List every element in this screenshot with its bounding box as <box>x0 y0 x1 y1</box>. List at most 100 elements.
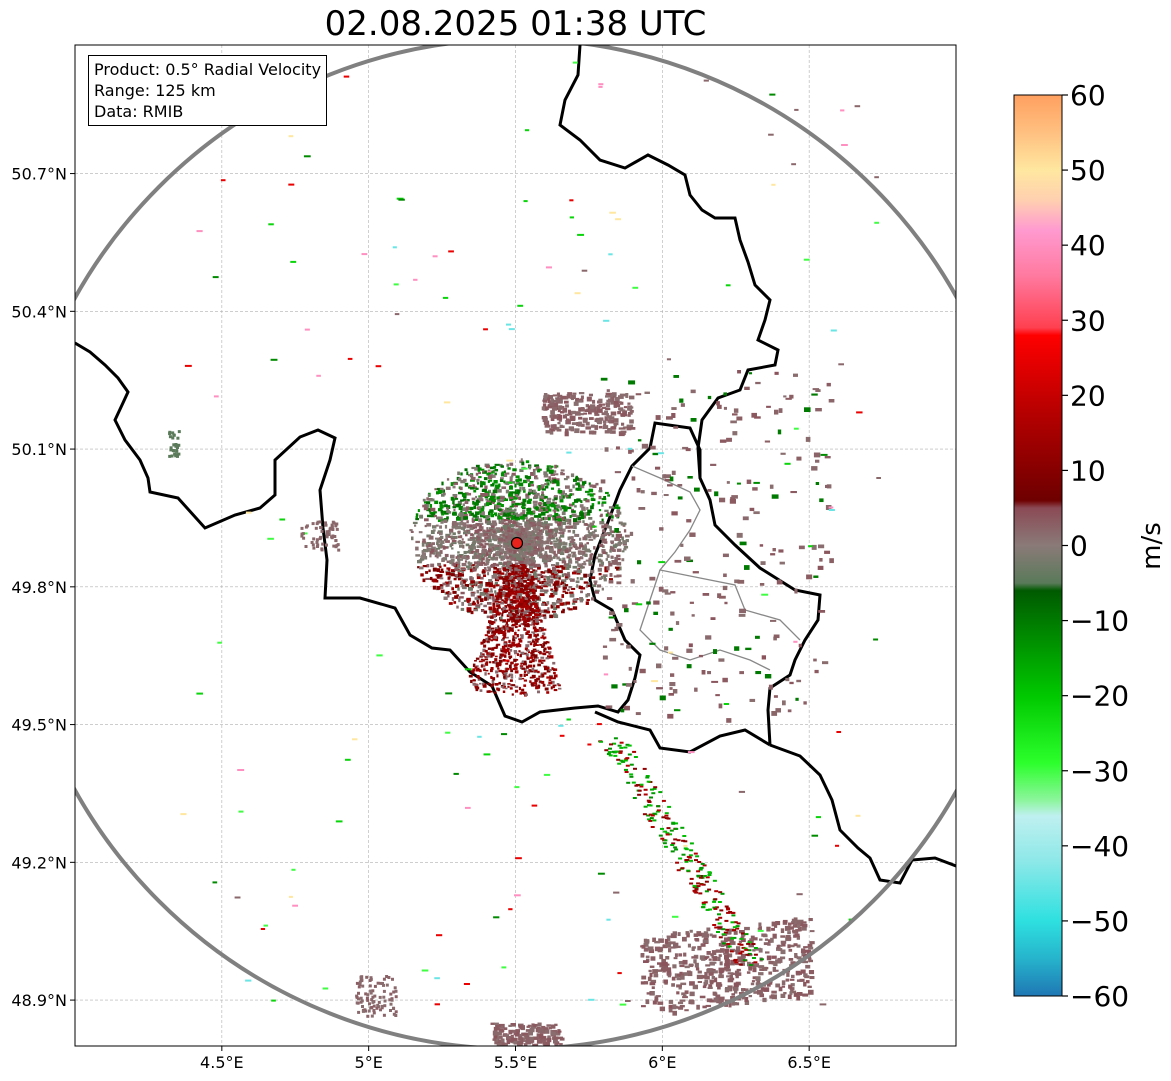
echo-cell <box>697 861 702 863</box>
echo-cell <box>509 679 513 682</box>
echo-cell <box>774 409 779 415</box>
echo-cell <box>500 572 505 575</box>
echo-cell <box>719 909 724 912</box>
echo-cell <box>495 1025 501 1029</box>
echo-cell <box>528 465 531 470</box>
echo-cell <box>560 469 565 472</box>
echo-cell <box>747 952 752 955</box>
echo-cell <box>518 496 521 501</box>
echo-cell <box>495 546 500 551</box>
echo-cell <box>493 621 496 624</box>
echo-cell <box>705 876 710 879</box>
echo-cell <box>484 548 487 553</box>
echo-cell <box>610 411 617 416</box>
echo-cell <box>532 626 537 630</box>
echo-cell <box>643 805 648 808</box>
echo-cell <box>546 505 550 510</box>
echo-cell <box>509 524 515 528</box>
echo-cell <box>569 540 575 543</box>
echo-cell <box>543 585 549 588</box>
echo-cell <box>539 1033 544 1039</box>
echo-cell <box>532 594 536 599</box>
echo-cell <box>562 414 568 419</box>
echo-cell <box>780 940 787 944</box>
echo-cell <box>480 654 484 657</box>
echo-cell <box>639 668 646 674</box>
echo-cell <box>540 571 544 574</box>
echo-cell <box>453 482 459 485</box>
echo-cell <box>625 764 630 767</box>
echo-cell <box>519 603 523 606</box>
echo-cell <box>666 937 671 941</box>
echo-cell <box>529 565 534 569</box>
echo-cell <box>602 545 605 548</box>
echo-cell <box>589 417 594 420</box>
echo-cell <box>492 602 496 607</box>
echo-cell <box>798 545 805 550</box>
echo-cell <box>616 561 622 566</box>
echo-cell <box>531 524 537 528</box>
echo-cell <box>492 605 496 609</box>
echo-cell <box>535 583 538 587</box>
echo-cell <box>527 1024 531 1027</box>
echo-cell <box>544 424 551 428</box>
echo-cell <box>502 631 506 635</box>
echo-cell <box>464 555 470 560</box>
echo-cell <box>523 627 526 631</box>
echo-cell <box>666 827 671 830</box>
echo-cell <box>548 534 552 538</box>
echo-cell <box>512 520 516 525</box>
echo-cell <box>782 920 788 925</box>
echo-cell <box>699 955 705 960</box>
echo-cell <box>488 511 491 516</box>
echo-cell <box>508 519 513 524</box>
echo-cell <box>575 477 579 481</box>
echo-cell <box>778 944 783 947</box>
echo-cell <box>432 567 437 572</box>
echo-cell <box>545 657 550 660</box>
echo-cell <box>701 903 706 906</box>
echo-cell <box>502 632 507 637</box>
echo-cell <box>568 426 574 431</box>
echo-cell <box>733 982 739 987</box>
echo-cell <box>512 595 516 600</box>
echo-cell <box>452 494 458 497</box>
echo-cell <box>412 521 418 525</box>
echo-cell <box>627 407 633 411</box>
echo-cell <box>658 834 663 837</box>
echo-cell <box>511 620 514 623</box>
echo-cell <box>564 493 567 497</box>
echo-cell <box>433 511 436 514</box>
echo-cell <box>803 981 807 987</box>
echo-cell <box>676 977 682 981</box>
echo-cell <box>523 670 526 674</box>
echo-cell <box>438 563 441 566</box>
echo-cell <box>811 466 818 471</box>
echo-cell <box>515 565 520 568</box>
echo-cell <box>478 471 482 475</box>
echo-cell <box>509 590 513 593</box>
echo-cell <box>666 416 673 420</box>
echo-cell <box>659 527 664 531</box>
echo-cell <box>385 975 389 978</box>
echo-cell <box>583 412 588 415</box>
echo-cell <box>577 487 582 491</box>
echo-cell <box>553 585 558 589</box>
echo-cell <box>487 647 492 650</box>
echo-cell <box>547 558 550 562</box>
echo-cell <box>546 610 551 614</box>
echo-cell <box>487 566 491 569</box>
echo-cell <box>531 548 534 553</box>
echo-cell <box>534 670 538 672</box>
echo-cell <box>436 574 439 578</box>
echo-cell <box>796 456 802 461</box>
echo-cell <box>613 404 621 408</box>
echo-cell <box>526 519 529 522</box>
echo-cell <box>513 1041 518 1045</box>
echo-cell <box>523 652 528 655</box>
echo-cell <box>676 991 680 995</box>
echo-cell <box>534 564 537 568</box>
echo-cell <box>458 513 461 516</box>
echo-cell <box>583 498 586 501</box>
echo-cell <box>671 407 677 410</box>
